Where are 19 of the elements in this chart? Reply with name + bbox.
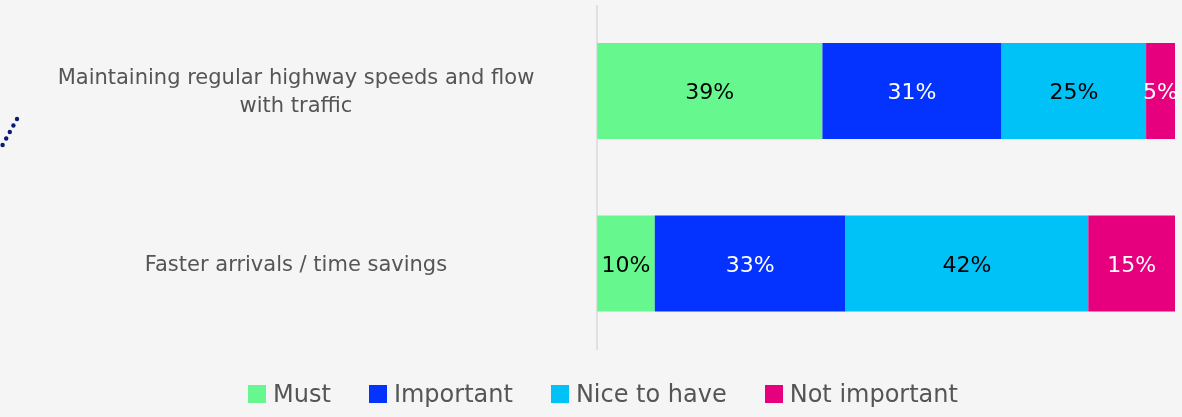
bar bbox=[597, 215, 655, 312]
data-label: 31% bbox=[887, 79, 937, 104]
bar bbox=[822, 43, 1002, 139]
data-label: 42% bbox=[942, 251, 992, 277]
y-tick-label: Maintaining regular highway speeds and flow with traffic bbox=[57, 65, 535, 118]
bar bbox=[1088, 215, 1175, 312]
bar bbox=[654, 215, 846, 312]
y-tick-label: Faster arrivals / time savings bbox=[144, 251, 448, 276]
data-label: 25% bbox=[1049, 79, 1099, 104]
data-label: 10% bbox=[601, 251, 651, 277]
data-label: 33% bbox=[725, 251, 775, 277]
legend-label: Not important bbox=[788, 380, 958, 408]
bar bbox=[845, 215, 1089, 312]
legend-label: Important bbox=[392, 380, 513, 408]
data-label: 39% bbox=[685, 79, 735, 104]
bar bbox=[597, 43, 823, 139]
legend-label: Must bbox=[272, 380, 331, 408]
legend-label: Nice to have bbox=[574, 380, 727, 408]
data-label: 15% bbox=[1107, 251, 1157, 277]
